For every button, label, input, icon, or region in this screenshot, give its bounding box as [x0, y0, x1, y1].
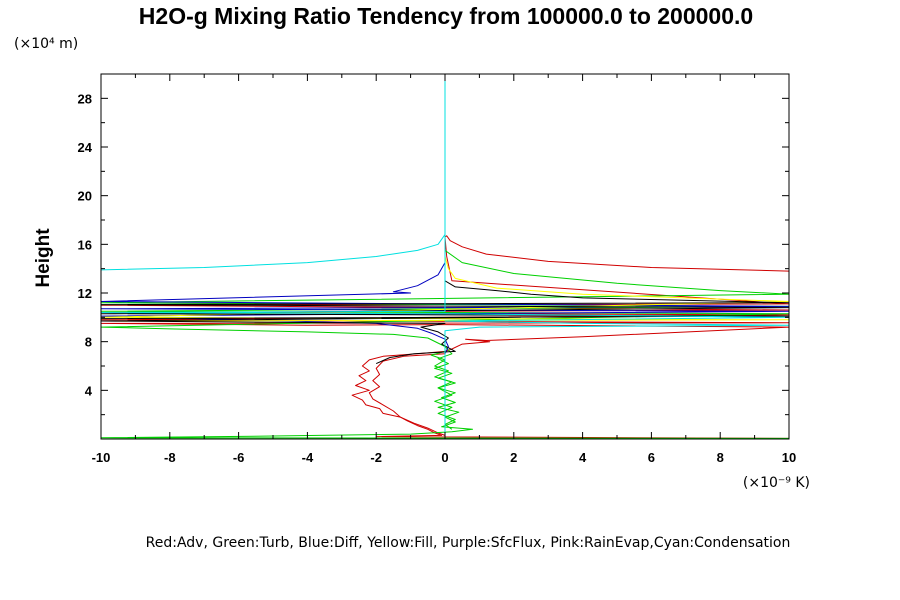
y-tick-label: 16: [78, 237, 92, 252]
x-tick-labels: -10 -8 -6 -4 -2 0 2 4 6 8 10: [92, 450, 797, 465]
y-tick-label: 24: [78, 140, 93, 155]
y-tick-label: 20: [78, 189, 92, 204]
y-axis-label: Height: [33, 228, 54, 288]
series-line-3: [100, 249, 790, 439]
plot-lines: [100, 73, 790, 439]
y-tick-label: 28: [78, 91, 92, 106]
series-line-8: [100, 73, 790, 436]
y-tick-label: 4: [85, 383, 93, 398]
x-tick-label: -6: [233, 450, 245, 465]
series-line-1: [100, 235, 790, 439]
y-unit-label: (×10⁴ m): [14, 36, 78, 52]
x-unit-label: (×10⁻⁹ K): [743, 475, 810, 491]
chart-title: H2O-g Mixing Ratio Tendency from 100000.…: [139, 3, 753, 29]
x-tick-label: 10: [782, 450, 796, 465]
axis-ticks: [100, 73, 790, 439]
x-tick-label: -10: [92, 450, 111, 465]
x-tick-label: 6: [648, 450, 655, 465]
x-tick-label: -4: [302, 450, 314, 465]
legend-caption: Red:Adv, Green:Turb, Blue:Diff, Yellow:F…: [146, 535, 791, 551]
x-tick-label: 8: [717, 450, 724, 465]
series-line-4: [430, 350, 456, 430]
x-tick-label: 2: [510, 450, 517, 465]
x-tick-label: 4: [579, 450, 587, 465]
x-tick-label: 0: [441, 450, 448, 465]
y-tick-labels: 4 8 12 16 20 24 28: [78, 91, 93, 398]
x-tick-label: -8: [164, 450, 176, 465]
series-line-6: [100, 256, 790, 322]
series-line-2: [368, 353, 446, 436]
x-tick-label: -2: [370, 450, 382, 465]
y-tick-label: 12: [78, 286, 92, 301]
y-tick-label: 8: [85, 335, 92, 350]
